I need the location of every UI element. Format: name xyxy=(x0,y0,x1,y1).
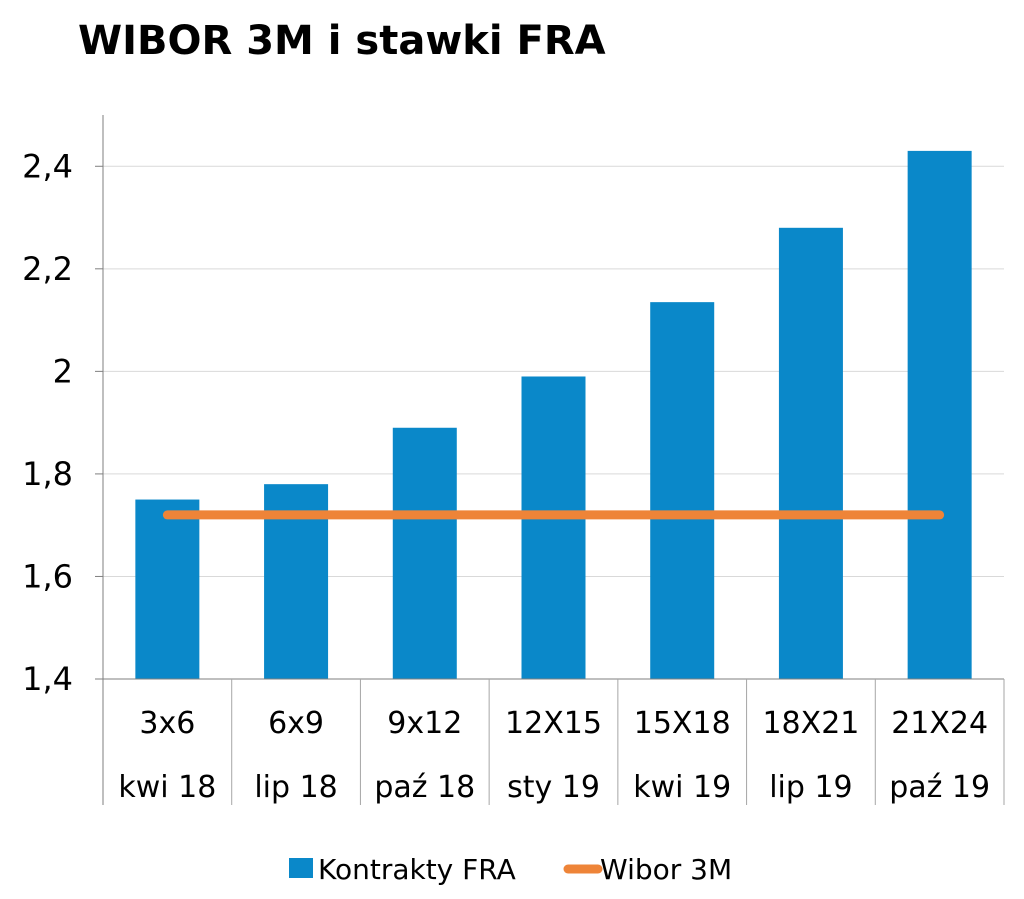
x-category-sublabel: sty 19 xyxy=(507,770,600,805)
bar-series xyxy=(135,150,972,680)
x-category-sublabel: lip 19 xyxy=(769,770,852,805)
y-tick-labels: 1,4 1,6 1,8 2 2,2 2,4 xyxy=(22,147,73,698)
x-category-label: 15X18 xyxy=(634,706,731,741)
bar xyxy=(521,376,586,679)
legend-label: Kontrakty FRA xyxy=(318,853,516,886)
x-category-label: 6x9 xyxy=(268,706,324,741)
y-tick-label: 1,8 xyxy=(22,455,73,493)
x-category-sublabel: kwi 18 xyxy=(118,770,216,805)
x-category-sublabel: paź 18 xyxy=(374,770,475,805)
bar xyxy=(907,150,972,679)
y-tick-label: 2,2 xyxy=(22,250,73,288)
x-category-label: 9x12 xyxy=(387,706,462,741)
y-tick-label: 2,4 xyxy=(22,147,73,185)
bar xyxy=(135,499,200,679)
bar xyxy=(392,427,457,679)
chart-title: WIBOR 3M i stawki FRA xyxy=(78,18,606,64)
axes xyxy=(95,115,1005,805)
legend-swatch-bar xyxy=(289,858,313,878)
x-category-labels: 3x6 kwi 18 6x9 lip 18 9x12 paź 18 12X15 sty 19 1… xyxy=(118,706,990,805)
bar xyxy=(778,227,843,680)
y-tick-label: 1,6 xyxy=(22,557,73,595)
x-category-label: 21X24 xyxy=(891,706,988,741)
x-category-label: 18X21 xyxy=(762,706,859,741)
x-category-sublabel: lip 18 xyxy=(254,770,337,805)
x-category-sublabel: kwi 19 xyxy=(633,770,731,805)
legend-label: Wibor 3M xyxy=(600,853,732,886)
legend: Kontrakty FRA Wibor 3M xyxy=(289,853,732,886)
bar xyxy=(650,302,715,679)
x-category-sublabel: paź 19 xyxy=(889,770,990,805)
x-category-label: 3x6 xyxy=(139,706,195,741)
y-tick-label: 2 xyxy=(53,352,73,390)
y-tick-label: 1,4 xyxy=(22,660,73,698)
x-category-label: 12X15 xyxy=(505,706,602,741)
